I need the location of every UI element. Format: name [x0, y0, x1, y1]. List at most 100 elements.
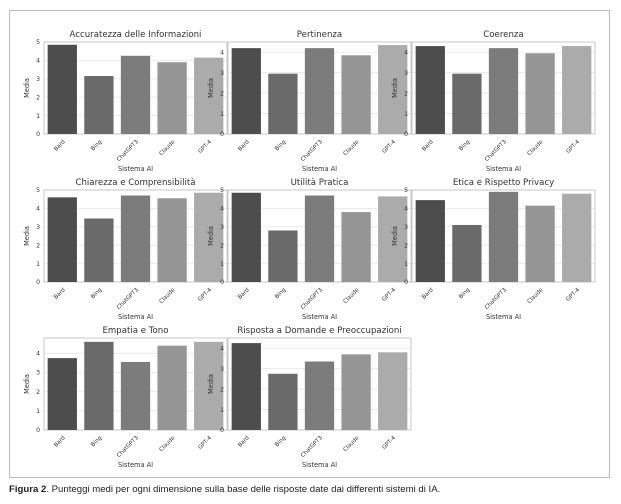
bar-gpt-4	[194, 57, 224, 134]
y-axis-label: Media	[207, 78, 215, 98]
y-tick-label: 2	[36, 389, 40, 396]
bar-chatgpt3	[120, 55, 151, 134]
y-tick-label: 3	[220, 224, 224, 231]
bar-claude	[525, 53, 555, 134]
bar-claude	[157, 345, 187, 430]
bar-bard	[47, 197, 77, 282]
y-axis-label: Media	[207, 374, 215, 394]
x-tick-label: Claude	[159, 139, 177, 157]
y-tick-label: 1	[220, 111, 224, 118]
bar-bard	[231, 48, 261, 135]
x-tick-label: Bing	[274, 435, 287, 448]
x-tick-label: Bing	[274, 139, 287, 152]
bar-gpt-4	[378, 352, 408, 430]
x-axis-label: Sistema AI	[302, 461, 337, 469]
bar-gpt-4	[378, 45, 408, 134]
bar-claude	[157, 198, 187, 282]
chart-4: Chiarezza e Comprensibilità 0 1 2 3 4 5 Bard Bin…	[23, 178, 228, 321]
x-tick-label: ChatGPT3	[300, 435, 324, 459]
y-tick-label: 3	[36, 76, 40, 83]
bar-bing	[268, 373, 298, 430]
chart-2: Pertinenza 0 1 2 3 4 Bard Bing ChatGPT3 Claude GPT…	[207, 30, 412, 173]
bar-bard	[231, 192, 261, 282]
chart-title: Accuratezza delle Informazioni	[70, 30, 202, 40]
chart-6: Etica e Rispetto Privacy 0 1 2 3 4 5 Bard Bing Ch…	[391, 178, 596, 321]
x-tick-label: Bard	[237, 435, 251, 449]
x-tick-label: Bard	[53, 287, 67, 301]
x-tick-label: GPT-4	[565, 287, 581, 303]
x-tick-label: Bard	[421, 139, 435, 153]
x-tick-label: ChatGPT3	[484, 287, 508, 311]
bar-bing	[452, 73, 482, 134]
y-tick-label: 5	[36, 39, 40, 46]
x-tick-label: Bing	[90, 287, 103, 300]
bar-claude	[525, 205, 555, 282]
x-axis-label: Sistema AI	[118, 313, 153, 321]
x-axis-label: Sistema AI	[302, 165, 337, 173]
caption-text: . Punteggi medi per ogni dimensione sull…	[46, 484, 441, 495]
y-tick-label: 0	[36, 131, 40, 138]
y-tick-label: 2	[404, 90, 408, 97]
x-tick-label: ChatGPT3	[116, 435, 140, 459]
y-tick-label: 4	[404, 206, 408, 213]
y-tick-label: 0	[404, 131, 408, 138]
x-tick-label: Claude	[527, 287, 545, 305]
y-tick-label: 0	[220, 279, 224, 286]
bar-bing	[268, 73, 298, 134]
y-tick-label: 1	[220, 261, 224, 268]
x-axis-label: Sistema AI	[118, 461, 153, 469]
bar-gpt-4	[562, 193, 592, 282]
x-tick-label: GPT-4	[381, 139, 397, 155]
x-tick-label: ChatGPT3	[300, 139, 324, 163]
y-tick-label: 4	[36, 206, 40, 213]
bar-claude	[341, 212, 371, 282]
x-tick-label: ChatGPT3	[116, 139, 140, 163]
y-tick-label: 1	[36, 261, 40, 268]
bar-claude	[341, 354, 371, 430]
bar-gpt-4	[378, 196, 408, 282]
y-tick-label: 2	[220, 386, 224, 393]
x-tick-label: Claude	[527, 139, 545, 157]
y-axis-label: Media	[391, 226, 399, 246]
y-tick-label: 2	[220, 242, 224, 249]
bar-claude	[341, 55, 371, 134]
bar-gpt-4	[194, 341, 224, 430]
chart-7: Empatia e Tono 0 1 2 3 4 Bard Bing ChatGPT3 Claud…	[23, 326, 228, 469]
y-tick-label: 5	[404, 187, 408, 194]
x-axis-label: Sistema AI	[118, 165, 153, 173]
bar-bing	[84, 218, 114, 282]
x-tick-label: Claude	[343, 287, 361, 305]
bar-gpt-4	[194, 192, 224, 282]
y-tick-label: 1	[404, 111, 408, 118]
y-tick-label: 3	[404, 224, 408, 231]
x-tick-label: GPT-4	[197, 287, 213, 303]
bar-bard	[47, 358, 77, 430]
bar-chatgpt3	[120, 195, 151, 282]
x-tick-label: Bard	[421, 287, 435, 301]
y-tick-label: 0	[36, 279, 40, 286]
chart-title: Pertinenza	[297, 30, 342, 40]
x-tick-label: ChatGPT3	[116, 287, 140, 311]
bar-bing	[84, 76, 114, 134]
bar-bard	[415, 46, 445, 134]
bar-chatgpt3	[304, 195, 335, 282]
x-tick-label: GPT-4	[197, 139, 213, 155]
bar-chatgpt3	[120, 361, 151, 430]
x-tick-label: Bing	[458, 139, 471, 152]
y-tick-label: 3	[220, 366, 224, 373]
y-tick-label: 4	[220, 206, 224, 213]
y-tick-label: 4	[404, 49, 408, 56]
bar-bing	[268, 230, 298, 282]
y-tick-label: 0	[220, 427, 224, 434]
chart-5: Utilità Pratica 0 1 2 3 4 5 Bard Bing ChatGPT3 Cla…	[207, 178, 412, 321]
y-tick-label: 2	[36, 242, 40, 249]
y-tick-label: 2	[36, 94, 40, 101]
bar-bard	[415, 200, 445, 282]
x-axis-label: Sistema AI	[486, 313, 521, 321]
x-tick-label: Bing	[458, 287, 471, 300]
x-axis-label: Sistema AI	[486, 165, 521, 173]
x-tick-label: ChatGPT3	[300, 287, 324, 311]
y-tick-label: 3	[36, 224, 40, 231]
chart-1: Accuratezza delle Informazioni 0 1 2 3 4 5 Bard…	[23, 30, 228, 173]
y-tick-label: 3	[220, 70, 224, 77]
